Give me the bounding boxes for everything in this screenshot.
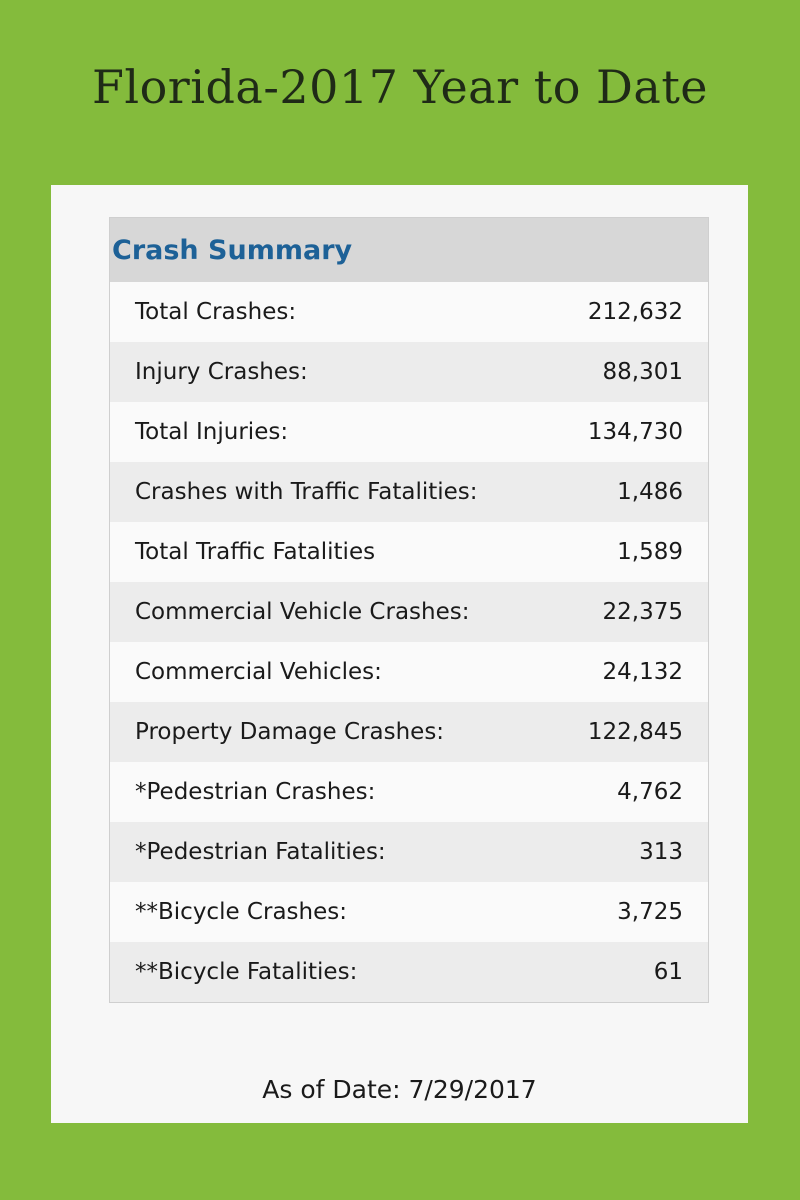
row-value: 134,730 — [587, 419, 683, 445]
row-label: Total Crashes: — [135, 299, 297, 325]
row-value: 1,486 — [617, 479, 683, 505]
row-label: **Bicycle Fatalities: — [135, 959, 358, 985]
summary-rows: Total Crashes: 212,632 Injury Crashes: 8… — [110, 282, 708, 1002]
table-row: *Pedestrian Crashes: 4,762 — [110, 762, 708, 822]
table-row: **Bicycle Fatalities: 61 — [110, 942, 708, 1002]
row-label: Total Traffic Fatalities — [135, 539, 376, 565]
row-label: *Pedestrian Crashes: — [135, 779, 376, 805]
row-value: 61 — [653, 959, 683, 985]
row-label: Total Injuries: — [135, 419, 289, 445]
table-row: Total Injuries: 134,730 — [110, 402, 708, 462]
table-row: Crashes with Traffic Fatalities: 1,486 — [110, 462, 708, 522]
row-value: 88,301 — [602, 359, 683, 385]
summary-header: Crash Summary — [110, 218, 708, 282]
row-value: 122,845 — [587, 719, 683, 745]
row-value: 3,725 — [617, 899, 683, 925]
as-of-value: 7/29/2017 — [408, 1075, 537, 1104]
row-value: 313 — [639, 839, 683, 865]
row-label: **Bicycle Crashes: — [135, 899, 347, 925]
row-value: 24,132 — [602, 659, 683, 685]
table-row: Total Crashes: 212,632 — [110, 282, 708, 342]
row-label: Injury Crashes: — [135, 359, 308, 385]
row-label: Property Damage Crashes: — [135, 719, 445, 745]
row-value: 1,589 — [617, 539, 683, 565]
table-row: Commercial Vehicles: 24,132 — [110, 642, 708, 702]
summary-title: Crash Summary — [112, 234, 353, 266]
table-row: *Pedestrian Fatalities: 313 — [110, 822, 708, 882]
table-row: **Bicycle Crashes: 3,725 — [110, 882, 708, 942]
row-label: Crashes with Traffic Fatalities: — [135, 479, 478, 505]
row-label: Commercial Vehicles: — [135, 659, 382, 685]
row-value: 212,632 — [587, 299, 683, 325]
table-row: Commercial Vehicle Crashes: 22,375 — [110, 582, 708, 642]
table-row: Injury Crashes: 88,301 — [110, 342, 708, 402]
table-row: Total Traffic Fatalities 1,589 — [110, 522, 708, 582]
row-value: 22,375 — [602, 599, 683, 625]
summary-card: Crash Summary Total Crashes: 212,632 Inj… — [51, 185, 748, 1123]
crash-summary-table: Crash Summary Total Crashes: 212,632 Inj… — [109, 217, 709, 1003]
as-of-label: As of Date: — [262, 1075, 401, 1104]
row-label: Commercial Vehicle Crashes: — [135, 599, 470, 625]
as-of-date: As of Date: 7/29/2017 — [51, 1075, 748, 1104]
page-title: Florida-2017 Year to Date — [91, 60, 709, 114]
row-label: *Pedestrian Fatalities: — [135, 839, 386, 865]
row-value: 4,762 — [617, 779, 683, 805]
table-row: Property Damage Crashes: 122,845 — [110, 702, 708, 762]
